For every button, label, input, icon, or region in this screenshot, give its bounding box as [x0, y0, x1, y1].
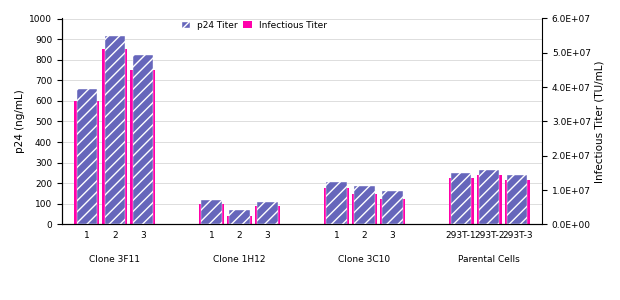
- Bar: [199, 204, 224, 224]
- Y-axis label: Infectious Titer (TU/mL): Infectious Titer (TU/mL): [595, 60, 605, 183]
- Bar: [255, 206, 280, 224]
- Bar: [507, 175, 528, 224]
- Bar: [383, 191, 402, 224]
- Bar: [74, 101, 99, 224]
- Bar: [324, 188, 349, 224]
- Y-axis label: p24 (ng/mL): p24 (ng/mL): [15, 90, 25, 153]
- Bar: [130, 70, 155, 224]
- Bar: [451, 173, 471, 224]
- Text: Parental Cells: Parental Cells: [458, 255, 520, 264]
- Bar: [477, 175, 502, 224]
- Text: Clone 1H12: Clone 1H12: [213, 255, 266, 264]
- Bar: [76, 88, 97, 224]
- Text: Clone 3F11: Clone 3F11: [89, 255, 140, 264]
- Bar: [354, 186, 374, 224]
- Bar: [102, 50, 127, 224]
- Bar: [257, 202, 278, 224]
- Bar: [352, 194, 377, 224]
- Bar: [202, 200, 222, 224]
- Legend: p24 Titer, Infectious Titer: p24 Titer, Infectious Titer: [180, 21, 327, 30]
- Bar: [326, 182, 347, 224]
- Bar: [227, 216, 252, 224]
- Text: Clone 3C10: Clone 3C10: [339, 255, 391, 264]
- Bar: [380, 199, 405, 224]
- Bar: [449, 178, 474, 224]
- Bar: [505, 180, 529, 224]
- Bar: [133, 55, 153, 224]
- Bar: [479, 170, 499, 224]
- Bar: [105, 36, 125, 224]
- Bar: [229, 210, 250, 224]
